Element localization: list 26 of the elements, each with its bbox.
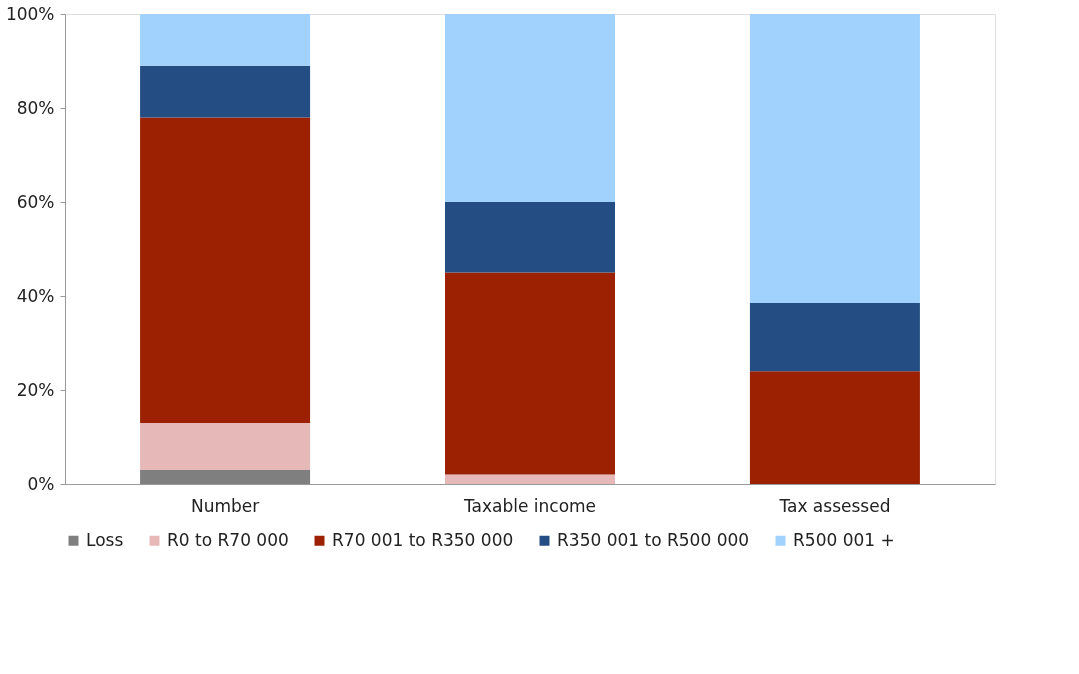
bar [140,117,311,423]
y-tick-label: 100% [5,3,55,24]
bar [445,202,615,273]
legend-label: R70 001 to R350 000 [332,529,514,550]
bar [445,272,615,475]
x-tick-label: Taxable income [462,495,597,516]
y-tick-label: 40% [16,285,55,306]
bar [749,371,920,484]
bar [140,65,311,118]
legend-label: R350 001 to R500 000 [557,529,750,550]
x-tick-label: Tax assessed [778,495,891,516]
bar [445,474,615,484]
bar [749,14,920,304]
legend-label: R500 001 + [793,529,895,550]
legend-label: R0 to R70 000 [167,529,289,550]
bar [140,469,311,484]
bar [749,303,920,372]
y-tick-label: 20% [16,379,55,400]
bar [445,14,615,202]
x-tick-label: Number [190,495,260,516]
bar [140,14,311,66]
y-tick-label: 60% [16,191,55,212]
y-tick-label: 80% [16,97,55,118]
y-tick-label: 0% [27,473,55,494]
bar [140,422,311,470]
legend-label: Loss [86,529,124,550]
